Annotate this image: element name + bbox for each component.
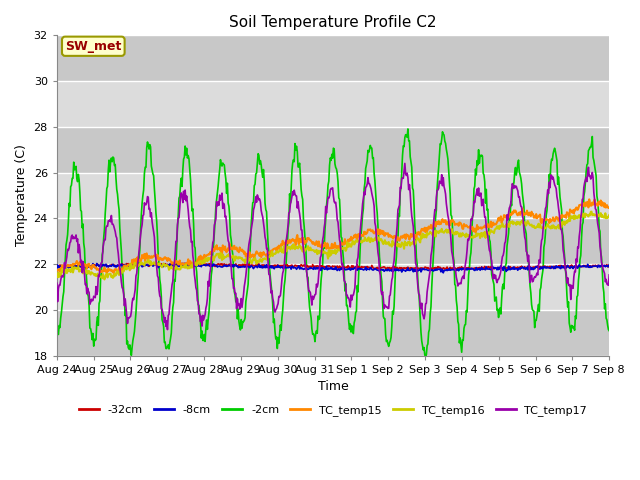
X-axis label: Time: Time bbox=[317, 380, 348, 393]
Bar bbox=[57, 36, 609, 81]
Title: Soil Temperature Profile C2: Soil Temperature Profile C2 bbox=[229, 15, 436, 30]
Bar bbox=[57, 264, 609, 310]
Y-axis label: Temperature (C): Temperature (C) bbox=[15, 144, 28, 246]
Text: SW_met: SW_met bbox=[65, 40, 122, 53]
Bar bbox=[57, 127, 609, 173]
Bar bbox=[57, 310, 609, 356]
Legend: -32cm, -8cm, -2cm, TC_temp15, TC_temp16, TC_temp17: -32cm, -8cm, -2cm, TC_temp15, TC_temp16,… bbox=[74, 401, 591, 420]
Bar bbox=[57, 81, 609, 127]
Bar bbox=[57, 173, 609, 218]
Bar bbox=[57, 218, 609, 264]
